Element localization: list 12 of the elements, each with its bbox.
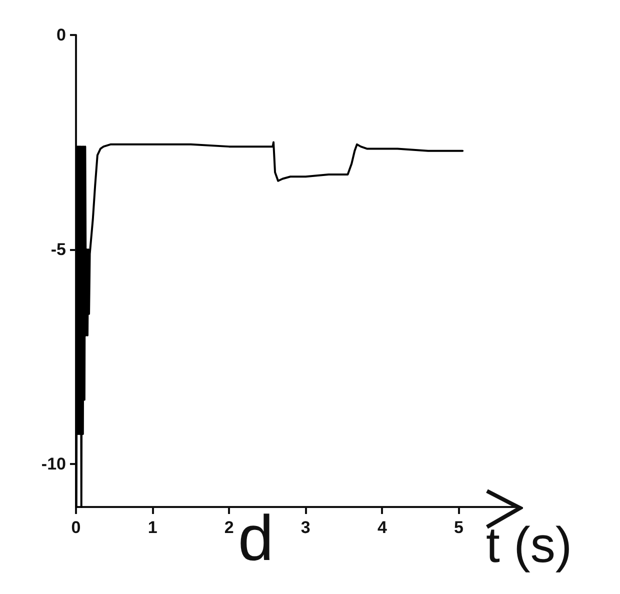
annotation: d xyxy=(238,502,274,574)
x-axis-title: t (s) xyxy=(486,517,572,573)
x-tick-label: 0 xyxy=(71,518,81,537)
x-tick-label: 4 xyxy=(377,518,388,537)
x-tick-label: 5 xyxy=(454,518,464,537)
x-tick-label: 2 xyxy=(224,518,234,537)
y-tick-label: 0 xyxy=(56,26,66,44)
y-tick-label: -10 xyxy=(41,454,66,474)
line-series xyxy=(75,141,464,508)
y-tick-label: -5 xyxy=(50,240,66,260)
x-tick-label: 3 xyxy=(300,518,310,537)
x-tick-label: 1 xyxy=(148,518,158,537)
